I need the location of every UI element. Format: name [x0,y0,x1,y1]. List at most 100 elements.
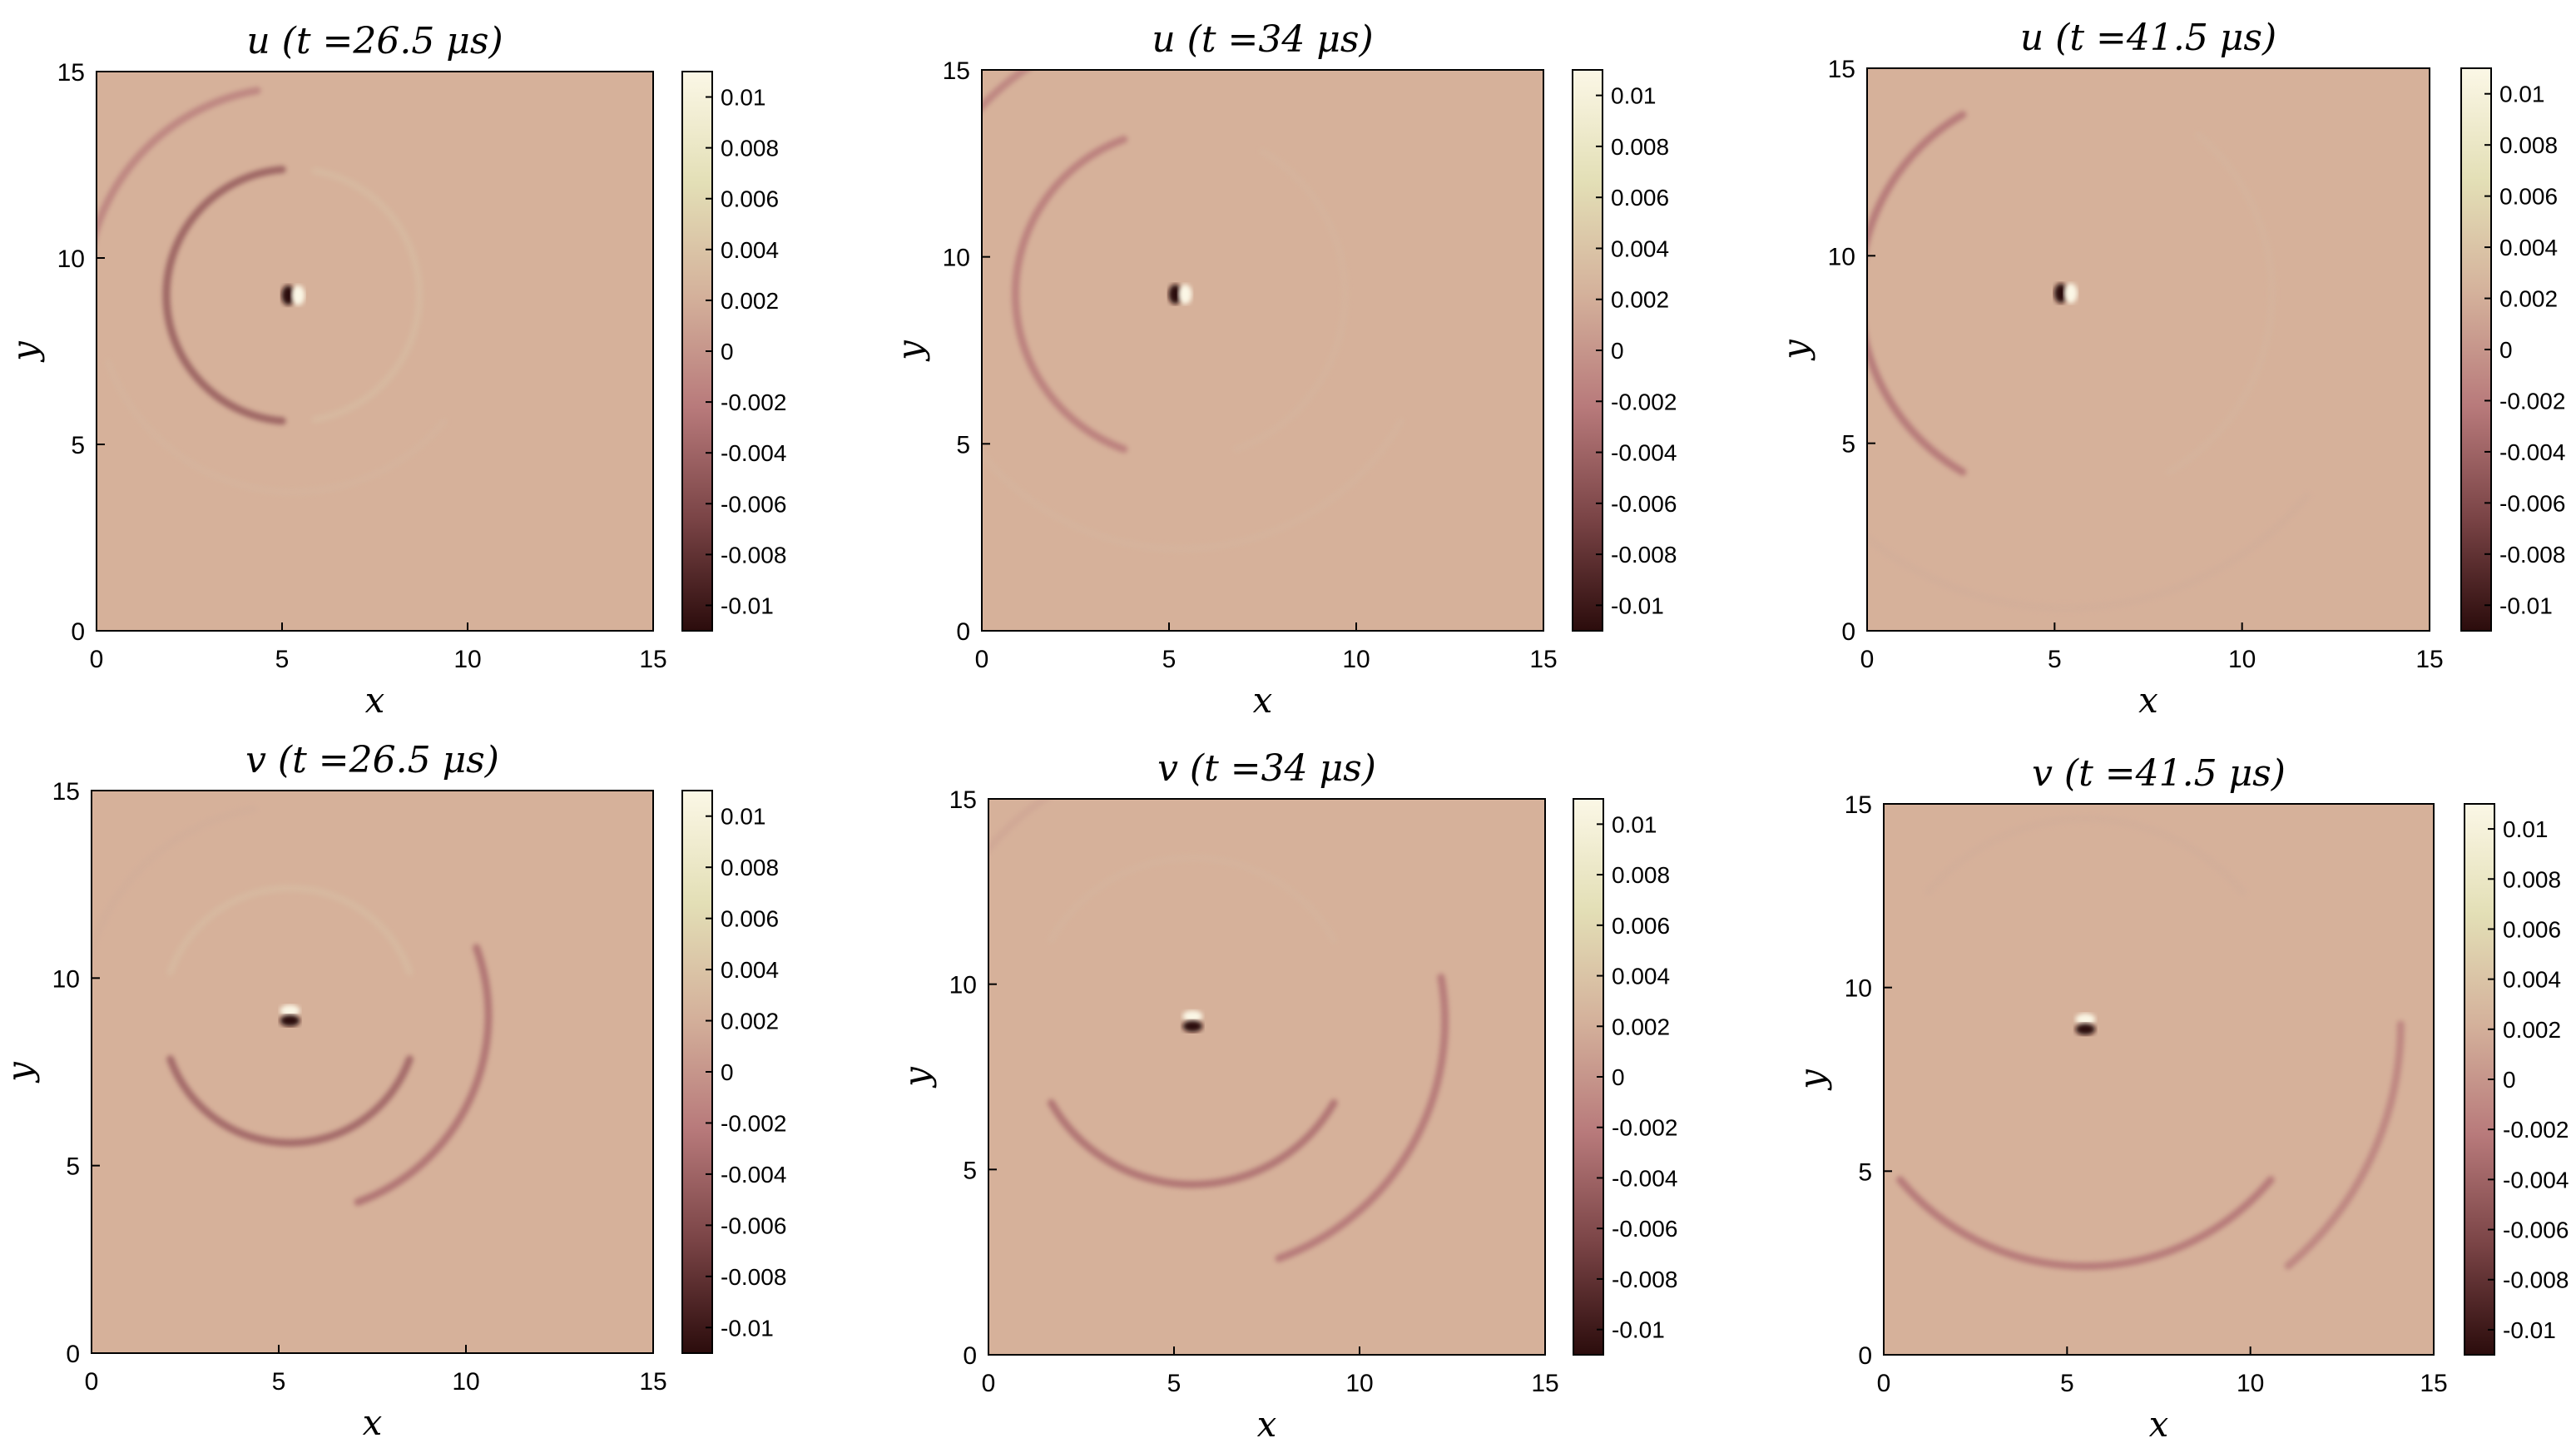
source-lobe-a [1182,1010,1203,1023]
axes-box [981,69,1544,632]
panel-v-3: 0 5 10 15 0 5 10 15 x y v (t =26.5 μs) 0.01 0.008 0.0… [0,739,786,1443]
y-tick-label: 15 [52,778,80,806]
colorbar-tick-label: 0.002 [721,1009,779,1034]
axes-box [1883,803,2435,1356]
source-lobe-a [2053,283,2068,304]
y-tick-label: 0 [1841,618,1855,646]
wave-front-1 [1232,147,1350,454]
colorbar-tick-label: 0.01 [1612,811,1657,837]
x-tick-label: 10 [2228,646,2256,673]
x-axis-label: x [365,680,385,721]
field-background [92,791,653,1353]
x-tick-label: 15 [1531,1370,1558,1397]
colorbar-tick-label: -0.01 [1611,593,1664,618]
x-tick-label: 5 [2060,1370,2074,1397]
y-tick-label: 10 [943,245,970,272]
x-tick-label: 10 [453,646,481,673]
wave-front-2 [2284,1020,2405,1270]
y-tick-label: 0 [71,618,85,646]
source-lobe-a [280,1004,300,1017]
x-tick-label: 15 [639,646,666,673]
colorbar-tick-label: -0.008 [1612,1267,1677,1292]
wave-front-1 [311,167,424,424]
panel-u-1: 0 5 10 15 0 5 10 15 x y u (t =34 μs) 0.01 0.008 0.006… [889,18,1677,721]
wave-front-2 [1275,974,1449,1262]
wave-front-0 [1924,815,2247,896]
y-tick-label: 5 [956,431,970,459]
field-background [988,799,1545,1355]
colorbar-tick-label: 0.01 [2499,82,2545,107]
colorbar-tick-label: 0.004 [2499,235,2558,260]
x-tick-label: 0 [975,646,989,673]
colorbar-tick-label: 0.004 [1612,964,1670,989]
wave-front-0 [1047,854,1338,944]
colorbar-tick-label: 0.004 [721,237,779,263]
colorbar-tick-label: -0.002 [721,1110,786,1136]
colorbar-tick-label: -0.006 [721,491,786,517]
panel-v-5: 0 5 10 15 0 5 10 15 x y v (t =41.5 μs) 0.01 0.008 0.0… [1791,752,2569,1443]
colorbar-tick-label: 0.01 [1611,83,1657,109]
colorbar-tick-label: 0.008 [721,855,779,880]
x-tick-label: 10 [1345,1370,1373,1397]
y-tick-label: 5 [1858,1158,1872,1186]
colorbar-tick-label: 0.01 [721,85,766,111]
field-layer [1867,111,2311,612]
x-tick-label: 10 [452,1368,479,1396]
y-tick-label: 0 [66,1341,80,1368]
y-axis-label: y [0,1061,40,1083]
field-background [1884,804,2434,1355]
x-axis-label: x [2149,1404,2169,1443]
colorbar-tick-label: -0.01 [721,593,774,618]
y-tick-label: 5 [71,432,85,459]
panel-u-2: 0 5 10 15 0 5 10 15 x y u (t =41.5 μs) 0.01 0.008 0.0… [1775,17,2565,721]
colorbar-tick-label: 0.008 [721,136,779,161]
wave-front-0 [166,884,414,976]
panel-title: u (t =41.5 μs) [2020,17,2276,59]
colorbar-tick-label: -0.006 [721,1212,786,1238]
axes-box [988,798,1546,1356]
wave-front-3 [988,799,1052,855]
x-tick-label: 0 [85,1368,99,1396]
field-background [1867,68,2430,631]
colorbar-tick-label: 0.008 [1612,862,1670,888]
axes-box [1866,67,2430,632]
wave-front-2 [982,418,1404,553]
colorbar-tick-label: 0 [2499,337,2513,363]
panel-title: u (t =26.5 μs) [246,20,503,62]
y-tick-label: 15 [57,59,85,87]
wave-front-0 [1867,111,1967,476]
colorbar-tick-label: -0.002 [2499,388,2565,414]
colorbar-tick-label: -0.004 [1612,1165,1677,1191]
colorbar-tick-label: 0.006 [721,186,779,212]
colorbar-tick-label: 0.004 [2503,967,2561,993]
colorbar-tick-label: 0.004 [721,957,779,983]
x-tick-label: 15 [2420,1370,2447,1397]
x-tick-label: 0 [90,646,104,673]
field-layer [97,87,448,496]
y-tick-label: 15 [1828,56,1855,83]
colorbar-tick-label: 0.002 [2499,286,2558,312]
colorbar-tick-label: 0.008 [2503,866,2561,892]
colorbar-tick-label: -0.002 [1611,389,1677,414]
colorbar-tick-label: -0.002 [2503,1117,2569,1143]
field-layer [1896,815,2405,1271]
colorbar-tick-label: 0 [721,339,734,364]
panel-title: u (t =34 μs) [1152,18,1373,61]
y-tick-label: 0 [963,1342,977,1370]
y-tick-label: 10 [52,965,80,993]
field-layer [988,799,1449,1262]
colorbar-tick-label: -0.002 [721,389,786,415]
panel-title: v (t =26.5 μs) [245,739,499,781]
x-tick-label: 5 [1167,1370,1181,1397]
y-axis-label: y [1775,339,1816,361]
colorbar-tick-label: -0.01 [1612,1317,1665,1343]
colorbar-tick-label: 0.002 [2503,1017,2561,1043]
y-tick-label: 5 [1841,431,1855,459]
colorbar-tick-label: -0.008 [2503,1267,2569,1293]
wave-front-1 [1896,1176,2275,1271]
y-tick-label: 10 [1828,243,1855,270]
x-tick-label: 0 [1860,646,1875,673]
wave-front-0 [162,166,286,425]
colorbar-tick-label: 0 [721,1059,734,1085]
colorbar-tick-label: 0.006 [1611,185,1669,211]
